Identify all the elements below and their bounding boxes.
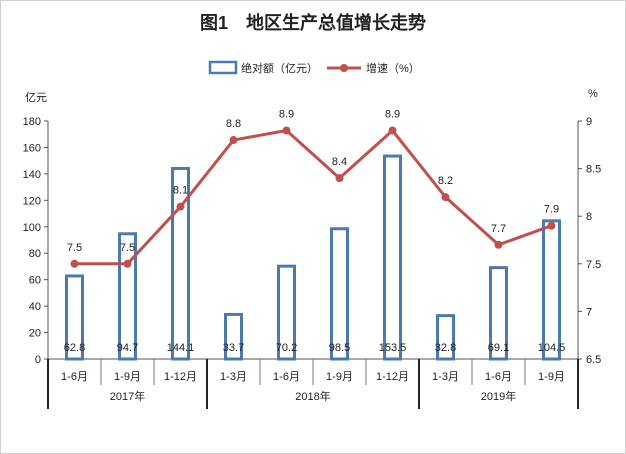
growth-point xyxy=(388,126,397,135)
growth-value-label: 7.5 xyxy=(67,242,82,254)
y-right-tick-label: 7 xyxy=(586,306,592,318)
growth-value-label: 7.9 xyxy=(544,204,559,216)
growth-point xyxy=(441,193,450,202)
growth-value-label: 8.4 xyxy=(332,156,347,168)
x-group-label: 2017年 xyxy=(110,389,145,403)
x-tick-label: 1-9月 xyxy=(114,371,141,383)
growth-point xyxy=(123,259,132,268)
y-left-tick-label: 140 xyxy=(23,169,41,181)
x-tick-label: 1-3月 xyxy=(220,371,247,383)
bar-value-label: 62.8 xyxy=(64,342,85,354)
growth-point xyxy=(494,240,503,249)
growth-value-label: 7.7 xyxy=(491,223,506,235)
growth-value-label: 8.8 xyxy=(226,118,241,130)
growth-value-label: 8.9 xyxy=(385,109,400,121)
bar-value-label: 144.1 xyxy=(167,342,195,354)
y-right-tick-label: 6.5 xyxy=(586,354,601,366)
legend-label-bar: 绝对额（亿元） xyxy=(241,61,318,75)
bar-value-label: 104.5 xyxy=(538,342,566,354)
bar-value-label: 32.8 xyxy=(435,342,456,354)
y-left-tick-label: 80 xyxy=(29,248,41,260)
growth-point xyxy=(176,202,185,211)
x-tick-label: 1-6月 xyxy=(61,371,88,383)
bar xyxy=(65,274,84,361)
y-left-tick-label: 40 xyxy=(29,301,41,313)
bar-value-label: 153.5 xyxy=(379,342,407,354)
y-left-tick-label: 60 xyxy=(29,275,41,287)
bar xyxy=(542,219,561,361)
y-right-tick-label: 8 xyxy=(586,211,592,223)
y-right-tick-label: 9 xyxy=(586,116,592,128)
x-group-label: 2019年 xyxy=(481,389,516,403)
bar xyxy=(171,166,190,361)
y-left-tick-label: 0 xyxy=(35,354,41,366)
bar-value-label: 94.7 xyxy=(117,342,138,354)
legend-swatch-line-marker xyxy=(340,64,348,72)
growth-point xyxy=(70,259,79,268)
growth-value-label: 7.5 xyxy=(120,242,135,254)
growth-value-label: 8.2 xyxy=(438,175,453,187)
x-tick-label: 1-9月 xyxy=(538,371,565,383)
growth-value-label: 8.1 xyxy=(173,185,188,197)
y-left-tick-label: 180 xyxy=(23,116,41,128)
y-left-tick-label: 120 xyxy=(23,195,41,207)
y-left-tick-label: 20 xyxy=(29,328,41,340)
x-tick-label: 1-12月 xyxy=(376,371,409,383)
y-left-tick-label: 100 xyxy=(23,222,41,234)
y-right-unit: % xyxy=(588,88,598,100)
bar xyxy=(224,312,243,361)
growth-point xyxy=(229,136,238,145)
x-tick-label: 1-6月 xyxy=(273,371,300,383)
legend-label-line: 增速（%） xyxy=(366,61,420,75)
bar xyxy=(330,227,349,361)
bar xyxy=(489,266,508,361)
bar-value-label: 98.5 xyxy=(329,342,350,354)
x-tick-label: 1-9月 xyxy=(326,371,353,383)
bar-value-label: 70.2 xyxy=(276,342,297,354)
bar-value-label: 69.1 xyxy=(488,342,509,354)
y-left-unit: 亿元 xyxy=(25,91,47,104)
growth-point xyxy=(282,126,291,135)
bar xyxy=(436,314,455,361)
bar xyxy=(383,154,402,361)
x-tick-label: 1-3月 xyxy=(432,371,459,383)
y-right-tick-label: 8.5 xyxy=(586,164,601,176)
y-right-tick-label: 7.5 xyxy=(586,259,601,271)
chart-title: 图1 地区生产总值增长走势 xyxy=(200,12,426,33)
x-tick-label: 1-6月 xyxy=(485,371,512,383)
y-left-tick-label: 160 xyxy=(23,142,41,154)
growth-line xyxy=(74,129,553,266)
legend-swatch-bar xyxy=(208,60,238,75)
bar-value-label: 33.7 xyxy=(223,342,244,354)
bar xyxy=(277,264,296,361)
growth-point xyxy=(547,221,556,230)
growth-value-label: 8.9 xyxy=(279,109,294,121)
x-group-label: 2018年 xyxy=(295,389,330,403)
growth-point xyxy=(335,174,344,183)
x-tick-label: 1-12月 xyxy=(164,371,197,383)
